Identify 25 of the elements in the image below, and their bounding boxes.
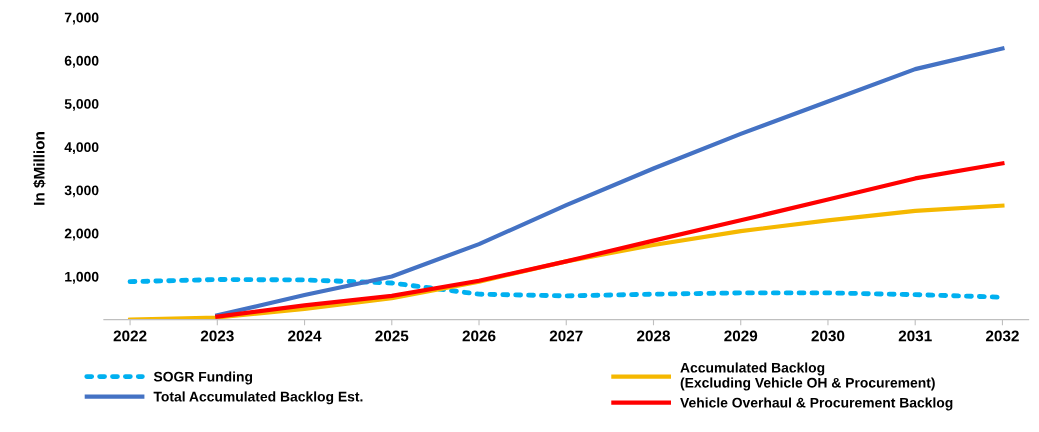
y-tick-label: 6,000 <box>64 55 99 68</box>
x-tick-label: 2029 <box>724 330 758 342</box>
x-tick-label: 2023 <box>200 330 234 342</box>
line-series <box>215 46 1005 318</box>
y-tick-label: 7,000 <box>64 12 99 25</box>
y-tick-label: 4,000 <box>64 142 99 155</box>
x-tick-label: 2025 <box>375 330 409 342</box>
legend-label: Total Accumulated Backlog Est. <box>153 391 363 405</box>
x-tick-label: 2024 <box>288 330 322 342</box>
y-tick-label: 2,000 <box>64 228 99 241</box>
y-tick-label: 5,000 <box>64 99 99 111</box>
line-series <box>215 161 1005 319</box>
x-tick-label: 2032 <box>985 330 1019 342</box>
x-tick-label: 2030 <box>811 330 845 342</box>
x-tick-label: 2026 <box>462 330 496 342</box>
x-tick-label: 2022 <box>113 330 147 342</box>
legend-label: SOGR Funding <box>153 371 253 385</box>
y-axis-title: In $Million <box>33 132 46 205</box>
legend-label: Vehicle Overhaul & Procurement Backlog <box>680 397 953 411</box>
x-tick-label: 2028 <box>637 330 671 342</box>
y-tick-label: 3,000 <box>64 185 99 198</box>
legend-label: Accumulated Backlog (Excluding Vehicle OH & Procurement) <box>680 362 935 391</box>
x-tick-label: 2027 <box>549 330 583 342</box>
x-tick-label: 2031 <box>898 330 932 342</box>
y-tick-label: 1,000 <box>65 271 99 284</box>
